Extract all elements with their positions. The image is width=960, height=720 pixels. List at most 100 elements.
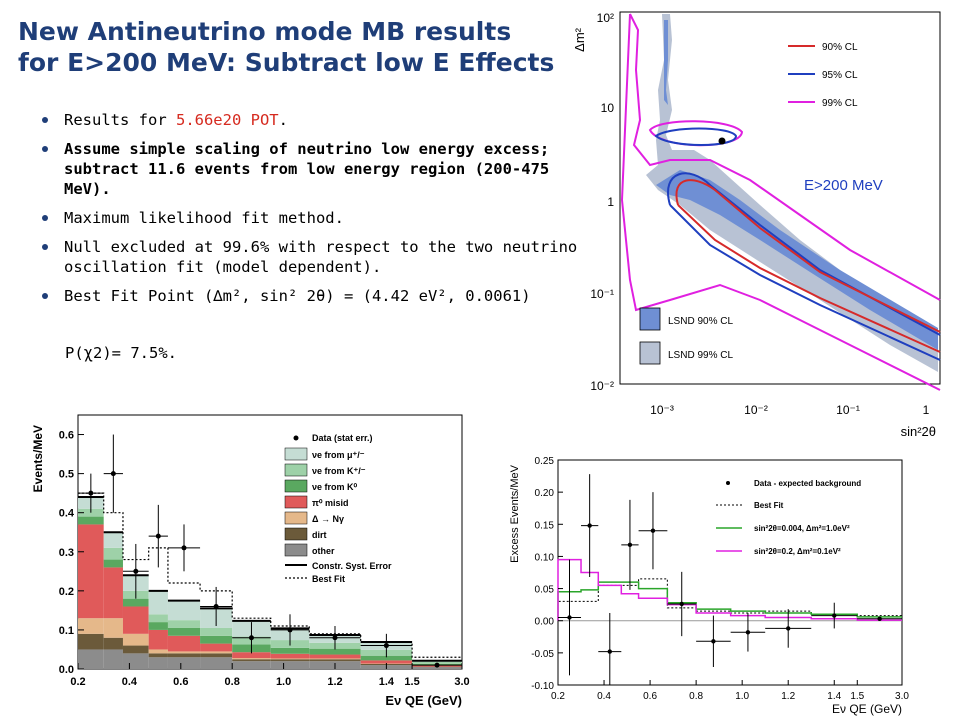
hist-legend-data: Data (stat err.) [312, 433, 373, 443]
hist-bar-segment [360, 660, 413, 664]
excess-x-label: Eν QE (GeV) [832, 702, 902, 716]
hist-bar-segment [148, 590, 168, 615]
excess-data-point [877, 616, 882, 621]
excess-data-point [607, 649, 612, 654]
hist-x-label: Eν QE (GeV) [385, 693, 462, 708]
slide-title: New Antineutrino mode MB results for E>2… [18, 16, 578, 78]
hist-x-tick: 0.8 [225, 676, 240, 688]
hist-legend-fit: Best Fit [312, 574, 345, 584]
hist-data-point [383, 643, 389, 649]
hist-bar-segment [103, 532, 123, 548]
hist-data-point [110, 471, 116, 477]
excess-y-tick: 0.25 [535, 456, 555, 467]
hist-bar-segment [360, 655, 413, 661]
excess-data-point [650, 528, 656, 533]
bullet-item: Best Fit Point (∆m², sin² 2θ) = (4.42 eV… [38, 286, 598, 306]
excess-series-line [557, 558, 902, 621]
hist-bar-segment [167, 600, 201, 621]
excess-legend-data-marker [726, 481, 730, 485]
hist-bar-segment [270, 658, 310, 660]
hist-bar-segment [232, 659, 271, 662]
hist-bar-segment [148, 649, 168, 654]
contour-y-label: Δm² [572, 27, 587, 52]
bullet-list: Results for 5.66e20 POT. Assume simple s… [38, 110, 598, 315]
hist-y-tick: 0.6 [59, 430, 74, 442]
hist-y-tick: 0.0 [59, 664, 74, 676]
hist-x-tick: 0.2 [70, 676, 85, 688]
excess-data-point [679, 601, 684, 607]
bullet-text: Assume simple scaling of neutrino low en… [64, 140, 550, 198]
excess-data-point [745, 630, 751, 635]
hist-bar-segment [103, 559, 123, 568]
excess-x-tick: 1.4 [827, 691, 841, 702]
excess-y-tick: 0.00 [535, 617, 555, 628]
bullet-dot-icon [42, 146, 48, 152]
hist-data-point [287, 627, 293, 633]
bullet-item: Maximum likelihood fit method. [38, 208, 598, 228]
contour-90-cl [675, 179, 941, 353]
hist-bar-segment [103, 649, 123, 669]
contour-y-tick: 10⁻² [590, 379, 614, 393]
hist-bar-segment [270, 653, 310, 659]
contour-95-cl-island [654, 127, 738, 146]
legend-label-99: 99% CL [822, 98, 858, 109]
hist-bar-segment [232, 652, 271, 659]
contour-y-tick: 10⁻¹ [590, 287, 614, 301]
lsnd-90-swatch [639, 307, 661, 331]
hist-bar-segment [78, 524, 104, 619]
bullet-dot-icon [42, 293, 48, 299]
hist-bar-segment [167, 653, 201, 658]
hist-x-tick: 1.0 [276, 676, 291, 688]
slide-title-line-1: New Antineutrino mode MB results [18, 17, 512, 46]
legend-label-90: 90% CL [822, 42, 858, 53]
excess-x-tick: 1.2 [781, 691, 795, 702]
bullet-item: Results for 5.66e20 POT. [38, 110, 598, 130]
bullet-text: Maximum likelihood fit method. [64, 209, 344, 227]
hist-bar-segment [309, 648, 361, 655]
legend-swatch-delta [284, 511, 308, 525]
excess-y-tick: -0.05 [531, 649, 554, 660]
hist-bar-segment [167, 635, 201, 652]
excess-legend-magenta: sin²2θ=0.2, Δm²=0.1eV² [754, 547, 841, 556]
hist-bar-segment [122, 633, 149, 646]
hist-legend-k0: νe from K⁰ [312, 482, 358, 492]
legend-swatch-pi0 [284, 495, 308, 509]
hist-bar-segment [167, 627, 201, 636]
hist-bar-segment [167, 620, 201, 628]
excess-legend-fit: Best Fit [754, 501, 784, 510]
hist-legend-delta: Δ → Nγ [312, 514, 344, 524]
hist-bar-segment [167, 651, 201, 654]
hist-bar-segment [78, 618, 104, 634]
hist-bar-segment [200, 651, 233, 654]
hist-legend-pi0: π⁰ misid [312, 498, 349, 508]
excess-y-tick: -0.10 [531, 681, 554, 692]
hist-bar-segment [232, 661, 271, 669]
excess-x-tick: 0.6 [643, 691, 657, 702]
hist-bar-segment [309, 654, 361, 659]
energy-cut-annotation: E>200 MeV [804, 177, 883, 194]
bullet-text: Results for [64, 111, 176, 129]
hist-x-tick: 1.4 [379, 676, 395, 688]
hist-bar-segment [103, 618, 123, 638]
lsnd-99-swatch [639, 341, 661, 365]
hist-data-point [434, 662, 440, 668]
hist-bar-segment [167, 657, 201, 669]
contour-x-tick: 10⁻² [744, 403, 768, 417]
excess-x-tick: 3.0 [895, 691, 909, 702]
contour-x-tick: 10⁻¹ [836, 403, 860, 417]
excess-y-label: Excess Events/MeV [509, 464, 521, 562]
hist-bar-segment [200, 635, 233, 644]
stacked-histogram-chart: 0.0 0.1 0.2 0.3 0.4 0.5 0.6 0.2 0.4 0.6 0.8 1.0 1.2… [31, 414, 470, 708]
hist-x-tick: 3.0 [454, 676, 469, 688]
excess-y-tick: 0.20 [535, 488, 555, 499]
hist-bar-segment [270, 647, 310, 654]
hist-bar-segment [200, 653, 233, 658]
hist-data-point [155, 533, 161, 539]
hist-x-tick: 0.4 [122, 676, 138, 688]
hist-bar-segment [122, 606, 149, 634]
hist-legend-other: other [312, 546, 335, 556]
pot-highlight: 5.66e20 POT [175, 111, 279, 129]
hist-legend-kpm: νe from K⁺/⁻ [312, 466, 366, 476]
bullet-text-suffix: . [278, 111, 288, 129]
excess-legend-green: sin²2θ=0.004, Δm²=1.0eV² [754, 524, 850, 533]
